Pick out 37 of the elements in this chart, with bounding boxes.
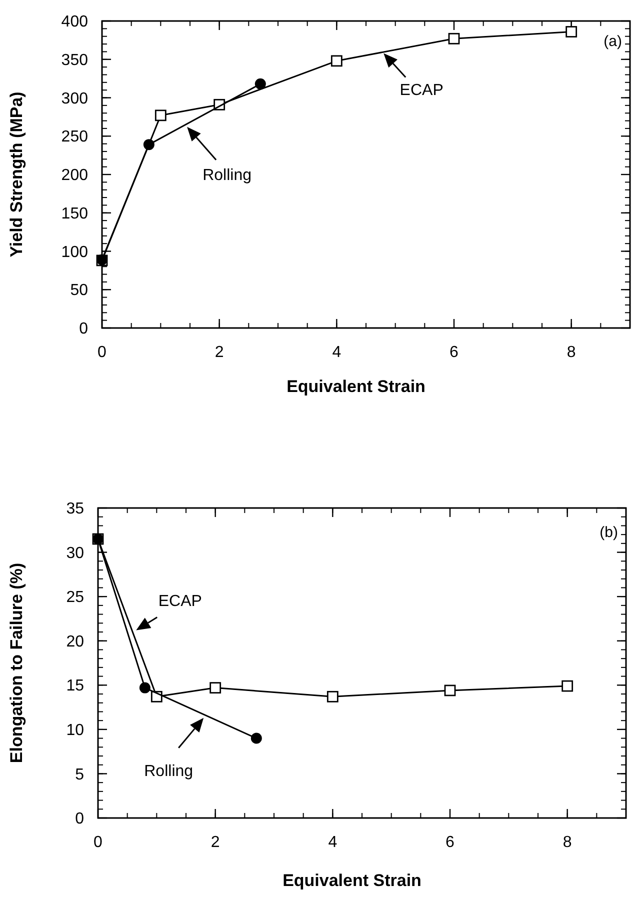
y-axis-title: Yield Strength (MPa) [7, 92, 26, 258]
annotation: Rolling [202, 166, 252, 184]
y-tick-label: 250 [61, 128, 88, 146]
y-tick-label: 0 [75, 810, 84, 828]
annotation: (b) [600, 524, 618, 541]
x-tick-label: 6 [446, 834, 455, 851]
y-tick-label: 20 [66, 633, 84, 650]
y-tick-label: 300 [61, 90, 88, 108]
y-tick-label: 350 [61, 52, 88, 69]
annotation: ECAP [158, 593, 202, 610]
x-axis-title: Equivalent Strain [282, 871, 422, 890]
y-tick-label: 10 [66, 722, 84, 740]
x-tick-label: 8 [566, 344, 576, 361]
x-axis-title: Equivalent Strain [286, 377, 426, 396]
y-tick-label: 150 [61, 205, 88, 222]
annotation: ECAP [400, 82, 444, 100]
x-tick-label: 4 [332, 344, 342, 361]
y-tick-label: 25 [66, 589, 84, 606]
y-axis-title: Elongation to Failure (%) [7, 562, 26, 764]
y-tick-label: 5 [75, 766, 84, 784]
x-tick-label: 0 [94, 834, 103, 851]
annotation: (a) [604, 33, 622, 50]
x-tick-label: 6 [450, 344, 459, 361]
x-tick-label: 4 [328, 834, 338, 851]
x-tick-label: 2 [210, 834, 220, 851]
y-tick-label: 15 [66, 678, 84, 695]
y-tick-label: 30 [66, 544, 84, 562]
y-tick-label: 200 [61, 167, 88, 184]
annotation: Rolling [144, 762, 194, 780]
y-tick-label: 35 [66, 500, 84, 518]
x-tick-label: 0 [98, 344, 107, 361]
y-tick-label: 400 [61, 14, 88, 31]
y-tick-label: 50 [70, 282, 88, 300]
y-tick-label: 100 [61, 244, 88, 261]
x-tick-label: 8 [562, 834, 572, 851]
y-tick-label: 0 [79, 320, 88, 338]
x-tick-label: 2 [214, 344, 224, 361]
